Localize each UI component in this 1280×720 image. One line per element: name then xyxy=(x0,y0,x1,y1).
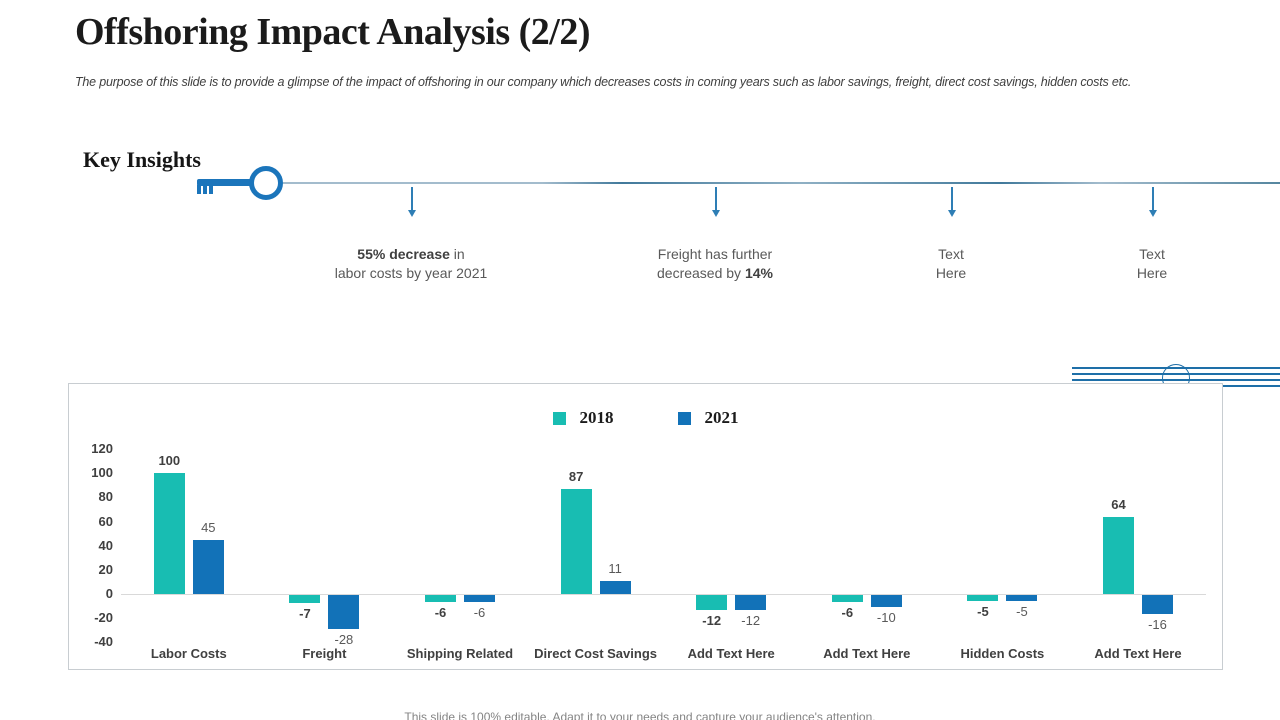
bar-value-label: -10 xyxy=(876,610,896,625)
down-arrow-icon xyxy=(408,187,415,217)
bar-value-label: 100 xyxy=(158,453,181,468)
y-tick-label: 20 xyxy=(98,561,113,577)
footer-note: This slide is 100% editable. Adapt it to… xyxy=(404,710,876,720)
bar-value-label: -28 xyxy=(334,632,354,647)
legend-swatch-2021 xyxy=(677,411,691,425)
down-arrow-icon xyxy=(712,187,719,217)
y-tick-label: 120 xyxy=(91,441,113,456)
category-label: Add Text Here xyxy=(823,646,911,661)
bar-2018 xyxy=(696,595,728,610)
category-label: Direct Cost Savings xyxy=(534,646,657,661)
y-tick-label: -20 xyxy=(94,610,113,626)
y-tick-label: -40 xyxy=(94,634,113,650)
insight-text-run: 55% decrease xyxy=(357,246,450,262)
y-tick-label: 40 xyxy=(98,537,113,553)
bar-value-label: -16 xyxy=(1148,617,1167,632)
insight-text: Text Here xyxy=(831,245,1071,283)
insight-text: Text Here xyxy=(1032,245,1272,283)
zero-axis-line xyxy=(121,594,1206,595)
bar-value-label: 11 xyxy=(608,561,622,576)
y-tick-label: 100 xyxy=(91,465,113,481)
bar-2018 xyxy=(967,595,999,601)
key-shaft xyxy=(197,179,255,186)
category-label: Shipping Related xyxy=(406,646,514,661)
category-label: Freight xyxy=(302,646,347,661)
category-label: Add Text Here xyxy=(1094,646,1182,661)
key-bow xyxy=(249,166,283,200)
bar-value-label: -5 xyxy=(977,604,989,619)
legend-item: 2021 xyxy=(677,408,739,428)
bar-2021 xyxy=(1006,595,1038,601)
bar-2021 xyxy=(1142,595,1173,614)
down-arrow-icon xyxy=(1149,187,1156,217)
down-arrow-icon xyxy=(948,187,955,217)
category-label: Hidden Costs xyxy=(960,646,1045,661)
category-label: Labor Costs xyxy=(150,646,227,661)
bar-2021 xyxy=(599,581,631,594)
bar-2021 xyxy=(464,595,495,602)
legend-label: 2018 xyxy=(579,408,614,427)
insight-text: 55% decrease in labor costs by year 2021 xyxy=(291,245,531,283)
slide-subtitle: The purpose of this slide is to provide … xyxy=(75,75,1132,89)
bar-value-label: -5 xyxy=(1016,604,1028,619)
bar-2018 xyxy=(425,595,456,602)
insight-text-run: Freight has further xyxy=(657,246,773,262)
insight-text: Freight has further decreased by 14% xyxy=(595,245,835,283)
bar-2021 xyxy=(870,595,902,607)
bar-2018 xyxy=(153,473,185,594)
key-icon xyxy=(190,166,290,202)
insight-text-run: decreased by xyxy=(657,265,745,281)
chart-panel: 2018 2021 120 100 80 60 40 20 0 -20 -40 100 45 -7 -2… xyxy=(68,383,1223,670)
bar-value-label: -6 xyxy=(434,605,447,620)
bar-value-label: -6 xyxy=(473,605,486,620)
bar-value-label: -7 xyxy=(299,606,311,621)
legend-item: 2018 xyxy=(552,408,614,428)
insight-text-run: Here xyxy=(1136,265,1168,281)
bar-2018 xyxy=(831,595,863,602)
y-tick-label: 80 xyxy=(98,489,113,505)
insight-text-run: Text xyxy=(1139,246,1165,262)
bar-value-label: -12 xyxy=(702,613,722,628)
bar-value-label: -12 xyxy=(741,613,761,628)
y-tick-label: 0 xyxy=(105,586,113,601)
key-tooth xyxy=(197,185,201,194)
category-label: Add Text Here xyxy=(687,646,775,661)
key-tooth xyxy=(209,185,213,194)
bar-2021 xyxy=(192,540,224,594)
insight-text-run: 14% xyxy=(744,265,773,281)
bar-2021 xyxy=(328,595,360,629)
bar-2021 xyxy=(735,595,767,610)
bar-2018 xyxy=(289,595,321,603)
insight-text-run: labor costs by year 2021 xyxy=(334,265,488,281)
bar-value-label: 64 xyxy=(1111,497,1126,512)
bar-value-label: 45 xyxy=(201,520,216,535)
legend-swatch-2018 xyxy=(552,411,566,425)
legend-label: 2021 xyxy=(704,408,739,427)
y-tick-label: 60 xyxy=(98,513,113,529)
bar-2018 xyxy=(1103,517,1134,594)
insight-text-run: in xyxy=(449,246,465,262)
bar-value-label: -6 xyxy=(841,605,854,620)
key-insights-heading: Key Insights xyxy=(83,147,201,172)
insight-text-run: Text xyxy=(938,246,964,262)
page-title: Offshoring Impact Analysis (2/2) xyxy=(75,11,590,53)
insights-timeline xyxy=(283,182,1280,184)
chart-legend: 2018 2021 xyxy=(69,408,1222,428)
bar-value-label: 87 xyxy=(568,469,584,484)
bar-2018 xyxy=(560,489,592,594)
key-tooth xyxy=(203,185,207,194)
insight-text-run: Here xyxy=(935,265,967,281)
